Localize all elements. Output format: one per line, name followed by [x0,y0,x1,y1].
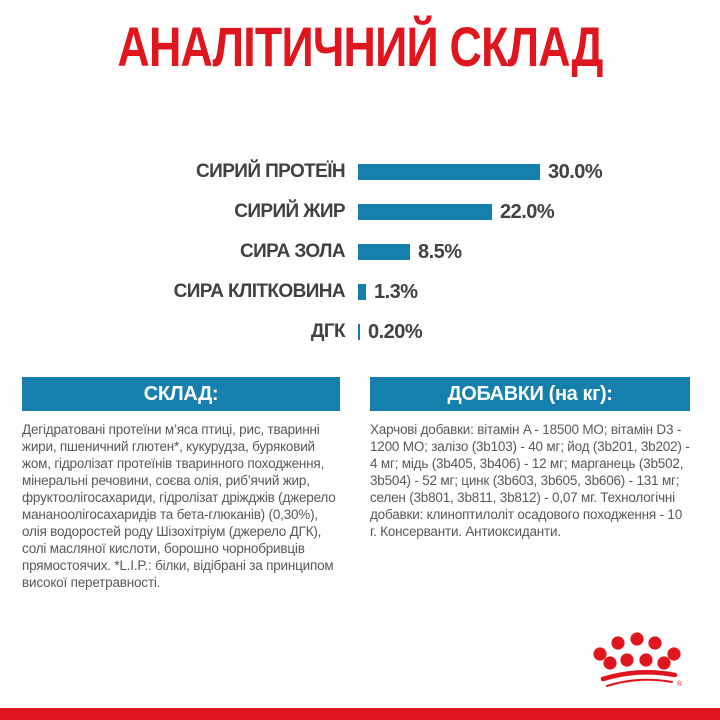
chart-row: СИРА ЗОЛА 8.5% [30,232,720,272]
crown-icon-svg: ® [593,632,683,688]
chart-bar [358,284,366,300]
composition-body-text: Дегідратовані протеїни м’яса птиці, рис,… [22,422,336,590]
chart-row: СИРА КЛІТКОВИНА 1.3% [30,272,720,312]
chart-value-label: 8.5% [418,240,462,263]
chart-value-label: 30.0% [548,160,603,183]
chart-row: СИРИЙ ПРОТЕЇН 30.0% [30,152,720,192]
registered-trademark-symbol: ® [677,680,683,688]
bar-chart: СИРИЙ ПРОТЕЇН 30.0% СИРИЙ ЖИР 22.0% СИРА ЗОЛ… [30,152,720,352]
bottom-red-band [0,708,720,720]
chart-category-label: СИРА ЗОЛА [240,241,346,262]
chart-category-label: СИРА КЛІТКОВИНА [173,281,346,302]
chart-bar [358,324,360,340]
chart-row: СИРИЙ ЖИР 22.0% [30,192,720,232]
composition-header: СКЛАД: [22,377,340,411]
chart-bar [358,164,540,180]
additives-body-text: Харчові добавки: вітамін A - 18500 МО; в… [370,422,690,539]
page-title: АНАЛІТИЧНИЙ СКЛАД [117,15,603,78]
additives-header: ДОБАВКИ (на кг): [370,377,690,411]
chart-row: ДГК 0.20% [30,312,720,352]
chart-value-label: 1.3% [374,280,418,303]
chart-category-label: СИРИЙ ЖИР [234,201,345,222]
chart-value-label: 22.0% [500,200,555,223]
chart-bar [358,244,410,260]
chart-category-label: ДГК [310,321,346,342]
chart-value-label: 0.20% [368,320,423,343]
chart-bar [358,204,492,220]
chart-category-label: СИРИЙ ПРОТЕЇН [196,161,346,182]
additives-section: ДОБАВКИ (на кг): Харчові добавки: вітамі… [370,377,690,540]
royal-canin-crown-icon: ® [592,628,702,702]
composition-section: СКЛАД: Дегідратовані протеїни м’яса птиц… [22,377,340,591]
